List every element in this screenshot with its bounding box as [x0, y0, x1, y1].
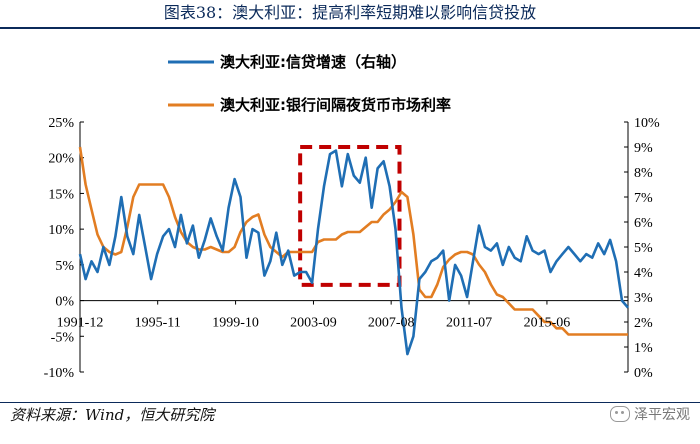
chart-area: 澳大利亚:信贷增速（右轴） 澳大利亚:银行间隔夜货币市场利率 -10% -5% 0%…: [44, 53, 660, 381]
right-tick-label: 10%: [634, 116, 660, 131]
left-tick-label: 15%: [48, 187, 74, 202]
series-line-credit-growth: [78, 149, 629, 356]
footer-divider: [0, 402, 700, 403]
x-tick-label: 2015-06: [524, 316, 571, 331]
watermark: 泽平宏观: [610, 404, 690, 424]
right-tick-label: 0%: [634, 366, 653, 381]
legend-label-rate: 澳大利亚:银行间隔夜货币市场利率: [220, 96, 451, 114]
chart-title: 图表38：澳大利亚：提高利率短期难以影响信贷投放: [163, 3, 537, 22]
wechat-icon: [610, 406, 630, 422]
x-tick-labels: 1991-12 1995-11 1999-10 2003-09 2007-08 2011-…: [57, 300, 571, 331]
axes: -10% -5% 0% 5% 10% 15% 20% 25% 0% 1% 2% 3% 4% 5% 6% 7% 8…: [44, 116, 660, 381]
right-tick-label: 6%: [634, 216, 653, 231]
left-tick-label: 0%: [55, 295, 74, 310]
right-tick-label: 5%: [634, 241, 653, 256]
legend: 澳大利亚:信贷增速（右轴） 澳大利亚:银行间隔夜货币市场利率: [168, 53, 451, 114]
highlight-box: [298, 145, 402, 287]
right-tick-label: 7%: [634, 191, 653, 206]
series-line-overnight-rate: [78, 146, 628, 336]
right-tick-label: 8%: [634, 166, 653, 181]
left-tick-label: 5%: [55, 259, 74, 274]
left-tick-label: 20%: [48, 152, 74, 167]
x-tick-label: 1995-11: [135, 316, 181, 331]
source-note: 资料来源：Wind，恒大研究院: [10, 406, 215, 424]
right-tick-label: 3%: [634, 291, 653, 306]
left-tick-label: 10%: [48, 223, 74, 238]
series-layer: [78, 146, 629, 356]
left-tick-label: -5%: [51, 330, 75, 345]
legend-label-credit: 澳大利亚:信贷增速（右轴）: [220, 53, 406, 71]
title-divider: [0, 27, 700, 29]
right-tick-label: 1%: [634, 341, 653, 356]
x-tick-label: 2007-08: [368, 316, 415, 331]
right-tick-label: 2%: [634, 316, 653, 331]
left-tick-label: -10%: [44, 366, 75, 381]
x-tick-label: 1999-10: [212, 316, 259, 331]
x-tick-label: 2003-09: [290, 316, 337, 331]
highlight-box-rect: [298, 145, 402, 287]
x-tick-label: 1991-12: [57, 316, 104, 331]
left-tick-label: 25%: [48, 116, 74, 131]
watermark-text: 泽平宏观: [634, 407, 690, 423]
right-tick-label: 4%: [634, 266, 653, 281]
right-tick-label: 9%: [634, 141, 653, 156]
x-tick-label: 2011-07: [446, 316, 492, 331]
